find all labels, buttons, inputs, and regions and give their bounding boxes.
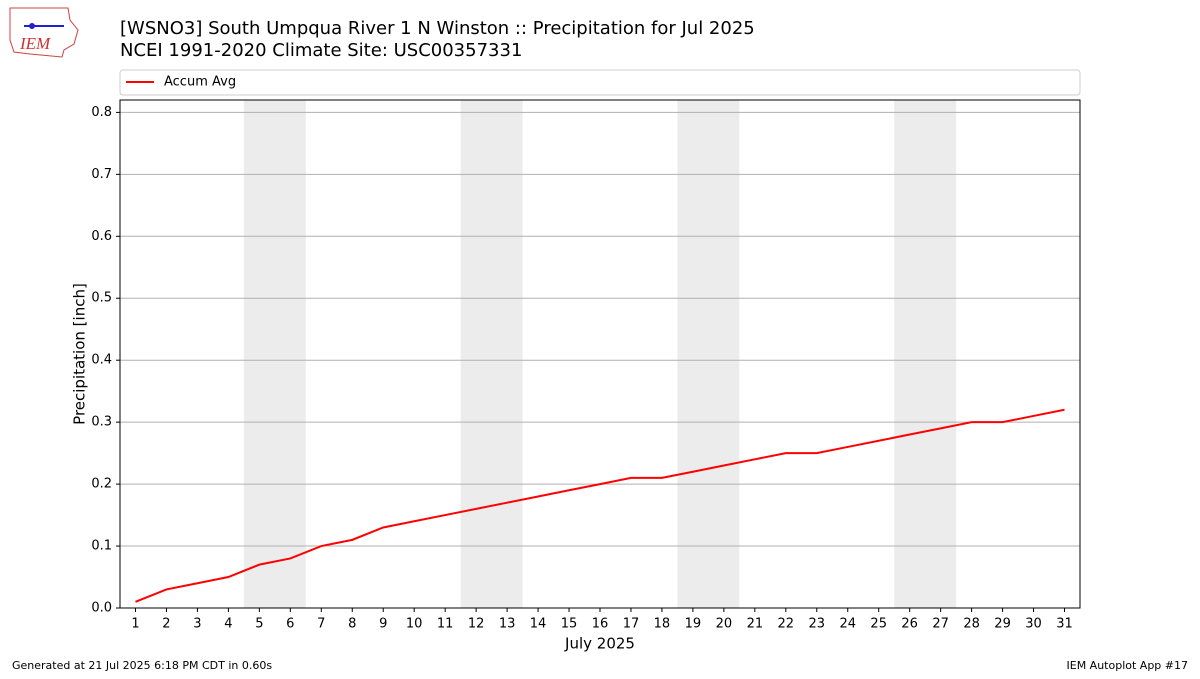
x-tick-label: 10 <box>406 617 423 632</box>
x-tick-label: 16 <box>592 617 609 632</box>
logo-outline <box>9 7 79 58</box>
footer-right: IEM Autoplot App #17 <box>1067 659 1189 672</box>
y-axis-label: Precipitation [inch] <box>71 283 89 425</box>
y-tick-label: 0.4 <box>91 353 112 368</box>
x-tick-label: 5 <box>255 617 263 632</box>
weekend-span <box>460 100 523 608</box>
chart-title: [WSNO3] South Umpqua River 1 N Winston :… <box>120 18 755 39</box>
y-tick-label: 0.1 <box>91 539 112 554</box>
x-tick-label: 31 <box>1056 617 1073 632</box>
x-tick-label: 24 <box>839 617 856 632</box>
y-tick-label: 0.3 <box>91 415 112 430</box>
x-tick-label: 22 <box>778 617 795 632</box>
y-tick-label: 0.0 <box>91 601 112 616</box>
series-line <box>135 408 1065 603</box>
x-tick-label: 7 <box>317 617 325 632</box>
x-tick-label: 21 <box>747 617 764 632</box>
footer-left: Generated at 21 Jul 2025 6:18 PM CDT in … <box>12 659 272 672</box>
y-tick-label: 0.7 <box>91 167 112 182</box>
legend-box <box>119 69 1081 96</box>
x-tick-label: 23 <box>809 617 826 632</box>
x-tick-label: 3 <box>193 617 201 632</box>
x-tick-label: 26 <box>901 617 918 632</box>
legend-label: Accum Avg <box>164 75 236 90</box>
chart-subtitle: NCEI 1991-2020 Climate Site: USC00357331 <box>120 40 522 61</box>
y-tick-label: 0.6 <box>91 229 112 244</box>
x-tick-label: 19 <box>685 617 702 632</box>
x-axis-label: July 2025 <box>564 635 635 653</box>
x-tick-label: 30 <box>1025 617 1042 632</box>
x-tick-label: 27 <box>932 617 949 632</box>
x-tick-label: 20 <box>716 617 733 632</box>
x-tick-label: 28 <box>963 617 980 632</box>
x-tick-label: 12 <box>468 617 485 632</box>
x-tick-label: 17 <box>623 617 640 632</box>
x-tick-label: 13 <box>499 617 516 632</box>
weekend-span <box>677 100 740 608</box>
x-tick-label: 15 <box>561 617 578 632</box>
x-tick-label: 8 <box>348 617 356 632</box>
x-tick-label: 29 <box>994 617 1011 632</box>
weekend-span <box>894 100 957 608</box>
x-tick-label: 4 <box>224 617 232 632</box>
x-tick-label: 1 <box>131 617 139 632</box>
x-tick-label: 18 <box>654 617 671 632</box>
logo-text: IEM <box>19 34 51 53</box>
x-tick-label: 6 <box>286 617 294 632</box>
logo: IEM <box>9 7 79 58</box>
x-tick-label: 11 <box>437 617 454 632</box>
x-tick-label: 25 <box>870 617 887 632</box>
y-tick-label: 0.2 <box>91 477 112 492</box>
weekend-span <box>243 100 306 608</box>
y-tick-label: 0.5 <box>91 291 112 306</box>
logo-dot <box>29 23 35 29</box>
x-tick-label: 2 <box>162 617 170 632</box>
x-tick-label: 9 <box>379 617 387 632</box>
y-tick-label: 0.8 <box>91 105 112 120</box>
x-tick-label: 14 <box>530 617 547 632</box>
plot-frame <box>119 99 1081 609</box>
